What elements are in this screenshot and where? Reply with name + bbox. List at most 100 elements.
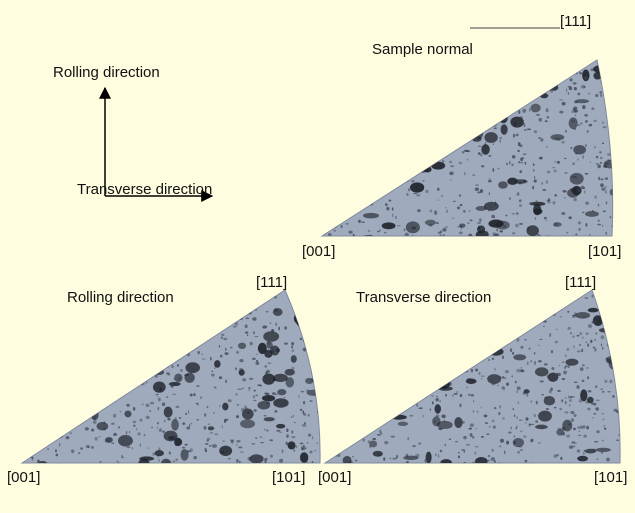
- speckle: [577, 124, 580, 126]
- speckle: [382, 222, 396, 229]
- speckle: [519, 199, 522, 202]
- speckle: [599, 151, 601, 153]
- speckle: [479, 218, 482, 222]
- speckle: [214, 360, 221, 368]
- speckle: [566, 348, 569, 351]
- speckle: [303, 413, 306, 416]
- speckle: [598, 204, 600, 207]
- speckle: [562, 190, 566, 193]
- speckle: [539, 339, 542, 340]
- speckle: [516, 212, 518, 215]
- speckle: [85, 427, 89, 430]
- speckle: [604, 380, 607, 383]
- speckle: [598, 220, 600, 222]
- figure-title: Sample normal: [372, 41, 473, 58]
- speckle: [524, 339, 527, 340]
- speckle: [477, 222, 481, 224]
- speckle: [159, 428, 162, 432]
- diagram: Rolling direction Transverse direction […: [0, 0, 635, 513]
- speckle: [411, 180, 415, 182]
- speckle: [214, 386, 217, 388]
- speckle: [529, 202, 533, 205]
- speckle: [459, 232, 463, 235]
- speckle: [254, 409, 257, 412]
- speckle: [573, 414, 576, 417]
- speckle: [250, 342, 253, 346]
- speckle: [606, 201, 608, 204]
- speckle: [517, 386, 521, 390]
- speckle: [184, 373, 194, 383]
- speckle: [477, 225, 485, 233]
- speckle: [219, 446, 232, 456]
- speckle: [307, 442, 309, 444]
- speckle: [270, 455, 273, 458]
- speckle: [205, 443, 208, 445]
- speckle: [601, 452, 603, 454]
- speckle: [547, 375, 548, 378]
- speckle: [544, 396, 555, 406]
- speckle: [301, 448, 303, 451]
- speckle: [612, 395, 614, 398]
- speckle: [169, 382, 181, 386]
- speckle: [494, 368, 495, 371]
- speckle: [481, 144, 489, 155]
- speckle: [300, 452, 308, 462]
- speckle: [574, 87, 577, 90]
- speckle: [490, 379, 493, 381]
- speckle: [570, 147, 572, 149]
- speckle: [593, 120, 596, 123]
- speckle: [111, 442, 114, 443]
- speckle: [263, 378, 265, 381]
- speckle: [499, 445, 502, 447]
- speckle: [472, 174, 475, 175]
- speckle: [164, 420, 166, 423]
- speckle: [526, 394, 528, 397]
- speckle: [406, 454, 409, 458]
- speckle: [506, 441, 509, 445]
- speckle: [585, 459, 587, 461]
- speckle: [547, 116, 549, 119]
- speckle: [464, 450, 465, 453]
- speckle: [162, 402, 165, 406]
- speckle: [435, 453, 437, 456]
- speckle: [582, 187, 586, 189]
- speckle: [255, 362, 259, 365]
- speckle: [198, 351, 200, 354]
- speckle: [437, 199, 439, 200]
- speckle: [386, 207, 389, 211]
- speckle: [517, 192, 520, 195]
- speckle: [209, 445, 212, 447]
- speckle: [533, 169, 535, 172]
- speckle: [222, 425, 223, 429]
- speckle: [582, 380, 585, 382]
- speckle: [47, 448, 48, 450]
- speckle: [592, 448, 596, 452]
- speckle: [498, 412, 500, 416]
- speckle: [383, 457, 385, 461]
- speckle: [533, 208, 542, 214]
- speckle: [496, 228, 498, 231]
- speckle: [462, 151, 465, 154]
- speckle: [562, 378, 566, 380]
- speckle: [214, 367, 215, 369]
- speckle: [588, 324, 592, 328]
- speckle: [576, 335, 579, 336]
- speckle: [574, 443, 577, 444]
- speckle: [426, 456, 428, 459]
- speckle: [568, 364, 570, 368]
- speckle: [524, 389, 530, 393]
- speckle: [468, 210, 470, 212]
- speckle: [236, 351, 239, 354]
- speckle: [596, 163, 599, 164]
- speckle: [253, 395, 254, 398]
- speckle: [496, 233, 499, 236]
- speckle: [249, 378, 253, 380]
- figure-title: Rolling direction: [67, 289, 174, 306]
- speckle: [534, 130, 537, 133]
- corner-label: [101]: [588, 243, 621, 260]
- speckle: [541, 182, 542, 185]
- speckle: [580, 367, 584, 371]
- speckle: [598, 177, 600, 181]
- speckle: [592, 417, 594, 418]
- speckle: [517, 451, 520, 454]
